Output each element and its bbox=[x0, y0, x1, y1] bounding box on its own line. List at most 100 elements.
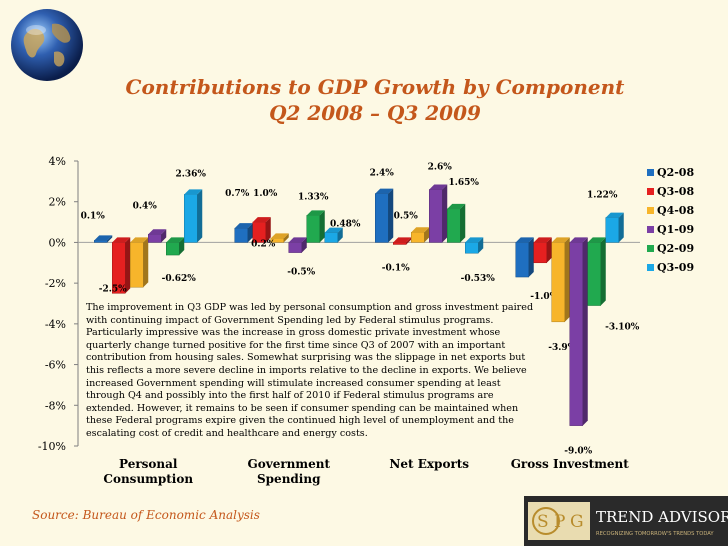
bar-q3-08-2 bbox=[393, 242, 407, 245]
data-label: -1.0% bbox=[530, 292, 558, 302]
bar-side-q3-08-3 bbox=[546, 237, 552, 263]
bar-top-q2-08-2 bbox=[375, 188, 394, 194]
bar-q2-08-2 bbox=[375, 193, 389, 243]
bar-side-q2-08-3 bbox=[528, 237, 534, 278]
bar-top-q2-08-3 bbox=[515, 237, 534, 243]
bar-q3-09-2 bbox=[465, 242, 479, 254]
data-label: 2.36% bbox=[176, 169, 207, 179]
bar-top-q3-09-0 bbox=[184, 189, 203, 195]
data-label: -3.10% bbox=[605, 323, 640, 333]
globe-image bbox=[11, 9, 83, 81]
bar-q2-09-2 bbox=[447, 208, 461, 243]
legend-label: Q3-08 bbox=[657, 185, 694, 198]
data-label: 0.5% bbox=[394, 211, 419, 221]
bar-side-q1-09-1 bbox=[301, 237, 307, 253]
bar-top-q2-08-1 bbox=[234, 223, 253, 229]
bar-side-q4-08-1 bbox=[283, 233, 289, 243]
bar-top-q1-09-1 bbox=[288, 237, 307, 243]
bar-side-q3-08-0 bbox=[125, 237, 131, 294]
bar-q3-08-3 bbox=[533, 242, 547, 264]
bar-side-q2-09-1 bbox=[319, 210, 325, 243]
data-label: -2.5% bbox=[99, 284, 127, 294]
bar-side-q4-08-0 bbox=[143, 237, 149, 288]
y-tick-label: -8% bbox=[45, 399, 66, 412]
bar-side-q3-09-0 bbox=[197, 189, 203, 243]
bar-top-q3-09-3 bbox=[605, 212, 624, 218]
data-label: 0.2% bbox=[251, 239, 276, 249]
bar-top-q4-08-3 bbox=[551, 237, 570, 243]
bar-q2-08-1 bbox=[234, 227, 248, 243]
bar-top-q2-09-2 bbox=[447, 203, 466, 209]
bar-q1-09-2 bbox=[429, 189, 443, 243]
bar-side-q2-09-2 bbox=[460, 203, 466, 243]
y-tick-label: -2% bbox=[45, 277, 66, 290]
bar-q4-08-2 bbox=[411, 232, 425, 243]
bar-q2-09-3 bbox=[587, 242, 601, 306]
legend-swatch bbox=[647, 264, 654, 271]
bar-side-q2-09-3 bbox=[600, 237, 606, 306]
bar-top-q3-08-1 bbox=[252, 217, 271, 223]
data-label: 0.1% bbox=[81, 211, 106, 221]
bar-top-q3-08-0 bbox=[112, 237, 131, 243]
bar-top-q4-08-0 bbox=[130, 237, 149, 243]
bar-top-q2-09-3 bbox=[587, 237, 606, 243]
bar-q1-09-3 bbox=[569, 242, 583, 426]
logo-initial-g: G bbox=[570, 512, 584, 532]
data-label: 0.4% bbox=[133, 201, 158, 211]
bar-side-q1-09-3 bbox=[582, 237, 588, 426]
bar-top-q3-08-3 bbox=[533, 237, 552, 243]
bar-q2-09-0 bbox=[166, 242, 180, 256]
y-tick-label: 0% bbox=[49, 236, 66, 249]
logo-brand-name: TREND ADVISORS bbox=[596, 508, 728, 526]
legend-label: Q1-09 bbox=[657, 223, 694, 236]
category-label: Personal bbox=[119, 457, 178, 471]
bar-top-q2-08-0 bbox=[94, 235, 113, 241]
legend-label: Q3-09 bbox=[657, 261, 694, 274]
bar-side-q3-09-3 bbox=[618, 212, 624, 243]
y-tick-label: 2% bbox=[49, 196, 66, 209]
bar-side-q2-08-1 bbox=[247, 223, 253, 243]
bar-top-q1-09-3 bbox=[569, 237, 588, 243]
data-label: 1.33% bbox=[298, 192, 329, 202]
data-label: 2.6% bbox=[428, 163, 453, 173]
commentary-text: The improvement in Q3 GDP was led by per… bbox=[86, 302, 538, 441]
bar-top-q4-08-2 bbox=[411, 227, 430, 233]
bar-side-q2-09-0 bbox=[179, 237, 185, 256]
chart-title: Contributions to GDP Growth by Component… bbox=[70, 74, 680, 126]
data-label: -0.1% bbox=[382, 263, 410, 273]
y-tick-label: -6% bbox=[45, 359, 66, 372]
bar-q2-09-1 bbox=[306, 215, 320, 243]
bar-q1-09-1 bbox=[288, 242, 302, 253]
bar-q4-08-3 bbox=[551, 242, 565, 323]
bar-q3-09-0 bbox=[184, 194, 198, 243]
data-label: -3.9% bbox=[548, 343, 576, 353]
bar-top-q3-09-1 bbox=[324, 227, 343, 233]
title-line-2: Q2 2008 – Q3 2009 bbox=[269, 101, 481, 125]
y-tick-label: -10% bbox=[38, 440, 66, 453]
bar-side-q4-08-2 bbox=[424, 227, 430, 243]
bar-side-q1-09-0 bbox=[161, 229, 167, 243]
data-label: 0.7% bbox=[225, 189, 250, 199]
data-label: -9.0% bbox=[564, 447, 592, 457]
bar-top-q1-09-0 bbox=[148, 229, 167, 235]
category-label: Net Exports bbox=[389, 457, 469, 471]
y-tick-label: -4% bbox=[45, 318, 66, 331]
spg-trend-advisors-logo: S P G TREND ADVISORS RECOGNIZING TOMORRO… bbox=[524, 496, 728, 546]
legend-swatch bbox=[647, 188, 654, 195]
category-label: Spending bbox=[257, 472, 321, 486]
bar-top-q2-09-1 bbox=[306, 210, 325, 216]
bar-q2-08-0 bbox=[94, 240, 108, 243]
bar-top-q4-08-1 bbox=[270, 233, 289, 239]
source-note: Source: Bureau of Economic Analysis bbox=[32, 508, 260, 522]
bar-q3-09-1 bbox=[324, 232, 338, 243]
y-tick-label: 4% bbox=[49, 155, 66, 168]
legend-swatch bbox=[647, 245, 654, 252]
category-label: Gross Investment bbox=[511, 457, 630, 471]
title-line-1: Contributions to GDP Growth by Component bbox=[125, 75, 625, 99]
bar-side-q1-09-2 bbox=[442, 184, 448, 243]
legend-swatch bbox=[647, 226, 654, 233]
data-label: 0.48% bbox=[330, 220, 361, 230]
data-label: 2.4% bbox=[370, 169, 395, 179]
category-label: Government bbox=[247, 457, 330, 471]
data-label: 1.65% bbox=[449, 178, 480, 188]
